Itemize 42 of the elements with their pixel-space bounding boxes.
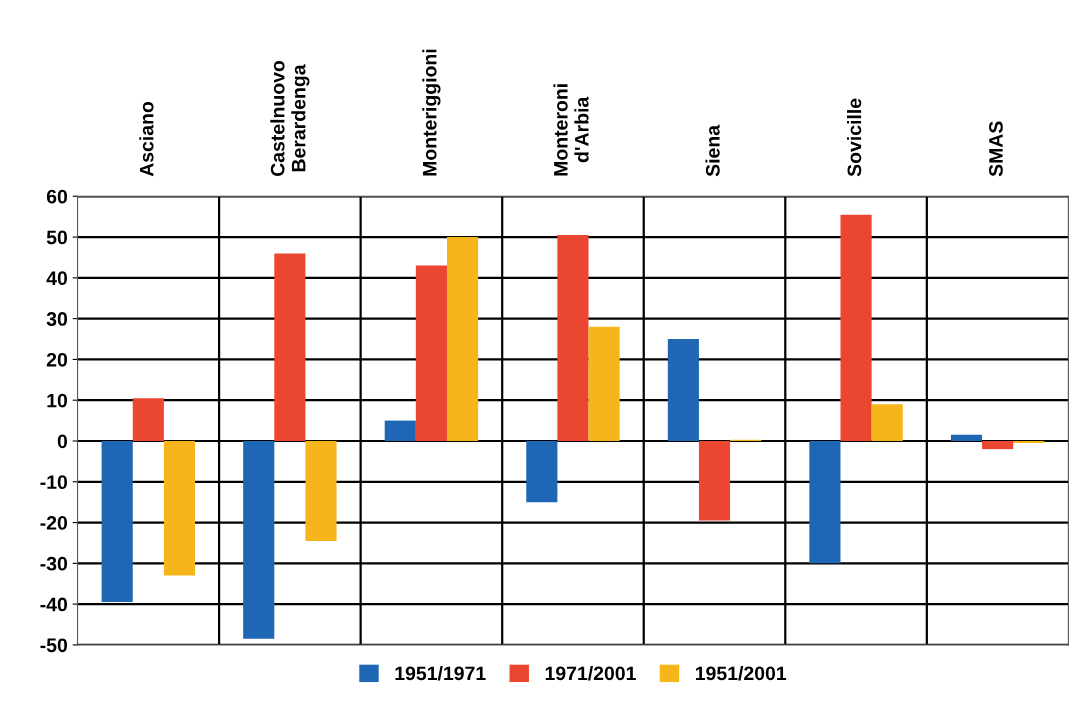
y-tick-label: 20 bbox=[46, 352, 68, 367]
y-tick-label: -10 bbox=[40, 475, 68, 490]
bar bbox=[274, 253, 306, 441]
bar bbox=[871, 404, 903, 441]
bar bbox=[305, 440, 337, 541]
y-tick-label: -40 bbox=[40, 597, 68, 612]
bar bbox=[1013, 440, 1045, 444]
bar bbox=[243, 440, 275, 639]
bar bbox=[446, 237, 479, 441]
bar bbox=[667, 339, 699, 441]
x-tick-label: Castelnuovo Berardenga bbox=[270, 60, 310, 177]
y-tick-label: 60 bbox=[46, 189, 68, 204]
bar bbox=[557, 235, 589, 441]
bar bbox=[132, 398, 164, 441]
y-tick-label: 0 bbox=[57, 434, 68, 449]
y-tick-label: -30 bbox=[40, 556, 68, 571]
bar bbox=[163, 440, 196, 576]
y-tick-label: -50 bbox=[40, 638, 68, 653]
legend-label: 1951/2001 bbox=[695, 665, 787, 681]
bar bbox=[950, 434, 983, 441]
y-tick-label: 40 bbox=[46, 271, 68, 286]
x-tick-label: Sovicille bbox=[847, 98, 862, 177]
x-tick-label: Siena bbox=[705, 124, 720, 177]
x-tick-label: Asciano bbox=[139, 101, 154, 177]
bar bbox=[415, 265, 447, 441]
bar bbox=[101, 440, 133, 603]
x-tick-label: SMAS bbox=[989, 121, 1003, 177]
legend-label: 1971/2001 bbox=[545, 665, 636, 681]
legend-label: 1951/1971 bbox=[395, 665, 486, 681]
y-tick-label: 30 bbox=[46, 312, 68, 326]
x-tick-label: Monteriggioni bbox=[422, 49, 441, 176]
x-tick-label: Monteroni d'Arbia bbox=[553, 84, 589, 176]
bar bbox=[840, 214, 872, 441]
bar bbox=[526, 440, 558, 503]
y-tick-label: -20 bbox=[40, 516, 68, 530]
bar bbox=[698, 440, 731, 521]
bar bbox=[588, 326, 620, 441]
bar bbox=[384, 420, 416, 441]
bar bbox=[809, 440, 841, 564]
y-tick-label: 10 bbox=[47, 393, 68, 408]
bar bbox=[982, 440, 1014, 450]
y-tick-label: 50 bbox=[46, 230, 68, 245]
